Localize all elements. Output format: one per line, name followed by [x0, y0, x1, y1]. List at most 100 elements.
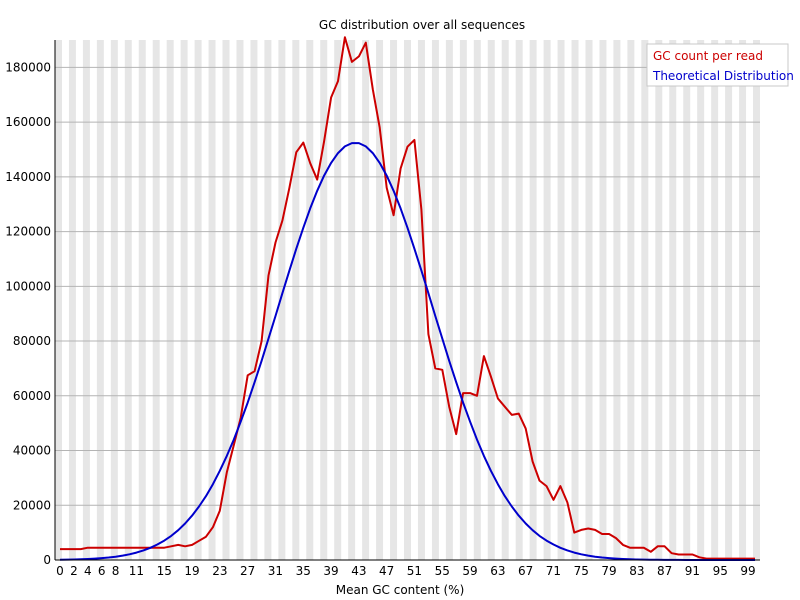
background-band: [543, 40, 551, 560]
legend-box: [646, 43, 789, 87]
x-tick-label: 4: [84, 564, 92, 578]
background-band: [264, 40, 272, 560]
x-tick-label: 51: [407, 564, 422, 578]
background-band: [725, 40, 733, 560]
x-tick-label: 0: [56, 564, 64, 578]
background-band: [683, 40, 691, 560]
background-band: [124, 40, 132, 560]
x-tick-label: 79: [601, 564, 616, 578]
background-band: [711, 40, 719, 560]
background-band: [515, 40, 523, 560]
y-tick-label: 120000: [5, 225, 51, 239]
tick-labels: 0 20000 40000 60000 80000 100000 120000 140000 1…: [5, 60, 756, 578]
background-band: [96, 40, 104, 560]
background-band: [166, 40, 174, 560]
legend-item-theoretical: Theoretical Distribution: [652, 69, 794, 83]
x-tick-label: 75: [574, 564, 589, 578]
background-band: [669, 40, 677, 560]
x-tick-label: 83: [629, 564, 644, 578]
background-band: [110, 40, 118, 560]
background-band: [306, 40, 314, 560]
background-band: [236, 40, 244, 560]
background-band: [529, 40, 537, 560]
y-tick-label: 180000: [5, 60, 51, 74]
x-tick-label: 71: [546, 564, 561, 578]
y-tick-label: 40000: [13, 444, 51, 458]
x-axis-label: Mean GC content (%): [336, 583, 465, 597]
background-band: [390, 40, 398, 560]
x-tick-label: 2: [70, 564, 78, 578]
x-tick-label: 47: [379, 564, 394, 578]
background-band: [194, 40, 202, 560]
y-tick-label: 100000: [5, 279, 51, 293]
background-band: [599, 40, 607, 560]
x-tick-label: 87: [657, 564, 672, 578]
x-tick-label: 55: [435, 564, 450, 578]
y-tick-label: 60000: [13, 389, 51, 403]
legend: GC count per read Theoretical Distributi…: [646, 43, 794, 87]
background-band: [55, 40, 62, 560]
background-band: [348, 40, 356, 560]
background-band: [68, 40, 76, 560]
background-band: [278, 40, 286, 560]
background-band: [459, 40, 467, 560]
background-band: [627, 40, 635, 560]
legend-item-gc-count: GC count per read: [653, 49, 763, 63]
background-band: [571, 40, 579, 560]
x-tick-label: 67: [518, 564, 533, 578]
x-tick-label: 63: [490, 564, 505, 578]
x-tick-label: 11: [129, 564, 144, 578]
y-tick-label: 0: [43, 553, 51, 567]
background-band: [320, 40, 328, 560]
background-band: [404, 40, 411, 560]
x-tick-label: 95: [713, 564, 728, 578]
background-band: [292, 40, 300, 560]
x-tick-label: 27: [240, 564, 255, 578]
background-band: [82, 40, 90, 560]
background-band: [585, 40, 593, 560]
background-band: [641, 40, 649, 560]
x-tick-label: 99: [740, 564, 755, 578]
background-band: [655, 40, 663, 560]
background-band: [753, 40, 760, 560]
background-band: [613, 40, 621, 560]
background-band: [697, 40, 705, 560]
x-tick-label: 23: [212, 564, 227, 578]
x-tick-label: 15: [157, 564, 172, 578]
x-tick-label: 43: [351, 564, 366, 578]
background-band: [431, 40, 439, 560]
y-tick-label: 80000: [13, 334, 51, 348]
background-band: [180, 40, 188, 560]
x-tick-label: 31: [268, 564, 283, 578]
y-tick-label: 20000: [13, 498, 51, 512]
axes: [54, 40, 760, 561]
x-tick-label: 39: [323, 564, 338, 578]
background-band: [487, 40, 495, 560]
background-band: [138, 40, 146, 560]
background-band: [222, 40, 230, 560]
y-tick-label: 160000: [5, 115, 51, 129]
x-tick-label: 6: [98, 564, 106, 578]
gc-count-line: [60, 36, 755, 560]
x-tick-label: 91: [685, 564, 700, 578]
background-band: [208, 40, 216, 560]
background-band: [557, 40, 565, 560]
background-band: [152, 40, 160, 560]
background-band: [445, 40, 453, 560]
y-tick-label: 140000: [5, 170, 51, 184]
x-tick-label: 8: [112, 564, 120, 578]
background-band: [739, 40, 747, 560]
background-band: [362, 40, 370, 560]
background-band: [473, 40, 481, 560]
background-bands: [55, 40, 760, 560]
background-band: [250, 40, 258, 560]
x-tick-label: 19: [184, 564, 199, 578]
background-band: [501, 40, 509, 560]
background-band: [376, 40, 384, 560]
horizontal-gridlines: [55, 66, 760, 506]
background-band: [334, 40, 342, 560]
background-band: [417, 40, 425, 560]
x-tick-label: 35: [296, 564, 311, 578]
x-tick-label: 59: [462, 564, 477, 578]
